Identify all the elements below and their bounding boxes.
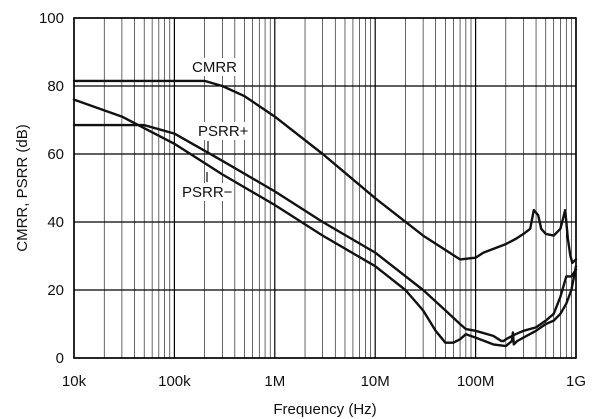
x-tick-label: 100M (457, 373, 495, 390)
series-label: PSRR− (182, 184, 233, 201)
x-tick-labels: 10k 100k 1M 10M 100M 1G (62, 373, 586, 390)
major-gridlines (73, 17, 577, 359)
series-label-background (190, 58, 239, 76)
y-tick-label: 60 (47, 146, 64, 163)
series-layer (72, 79, 578, 348)
y-tick-labels: 0 20 40 60 80 100 (39, 10, 64, 367)
y-tick-label: 0 (56, 350, 64, 367)
series-label: CMRR (192, 59, 237, 76)
x-tick-label: 1M (264, 373, 285, 390)
y-axis-title: CMRR, PSRR (dB) (14, 124, 31, 252)
series-line-1 (72, 123, 578, 343)
series-label-background (180, 183, 235, 201)
x-tick-label: 1G (566, 373, 586, 390)
x-axis-title: Frequency (Hz) (273, 401, 376, 418)
series-line-0 (72, 79, 578, 264)
plot-frame (73, 17, 577, 359)
y-tick-label: 20 (47, 282, 64, 299)
y-tick-label: 80 (47, 78, 64, 95)
y-tick-label: 100 (39, 10, 64, 27)
x-tick-label: 10k (62, 373, 87, 390)
y-tick-label: 40 (47, 214, 64, 231)
series-line-2 (72, 98, 578, 348)
series-label: PSRR+ (198, 123, 249, 140)
x-tick-label: 10M (361, 373, 390, 390)
series-label-background (196, 122, 251, 140)
x-tick-label: 100k (158, 373, 191, 390)
series-labels: CMRR PSRR+ PSRR− (180, 58, 251, 201)
